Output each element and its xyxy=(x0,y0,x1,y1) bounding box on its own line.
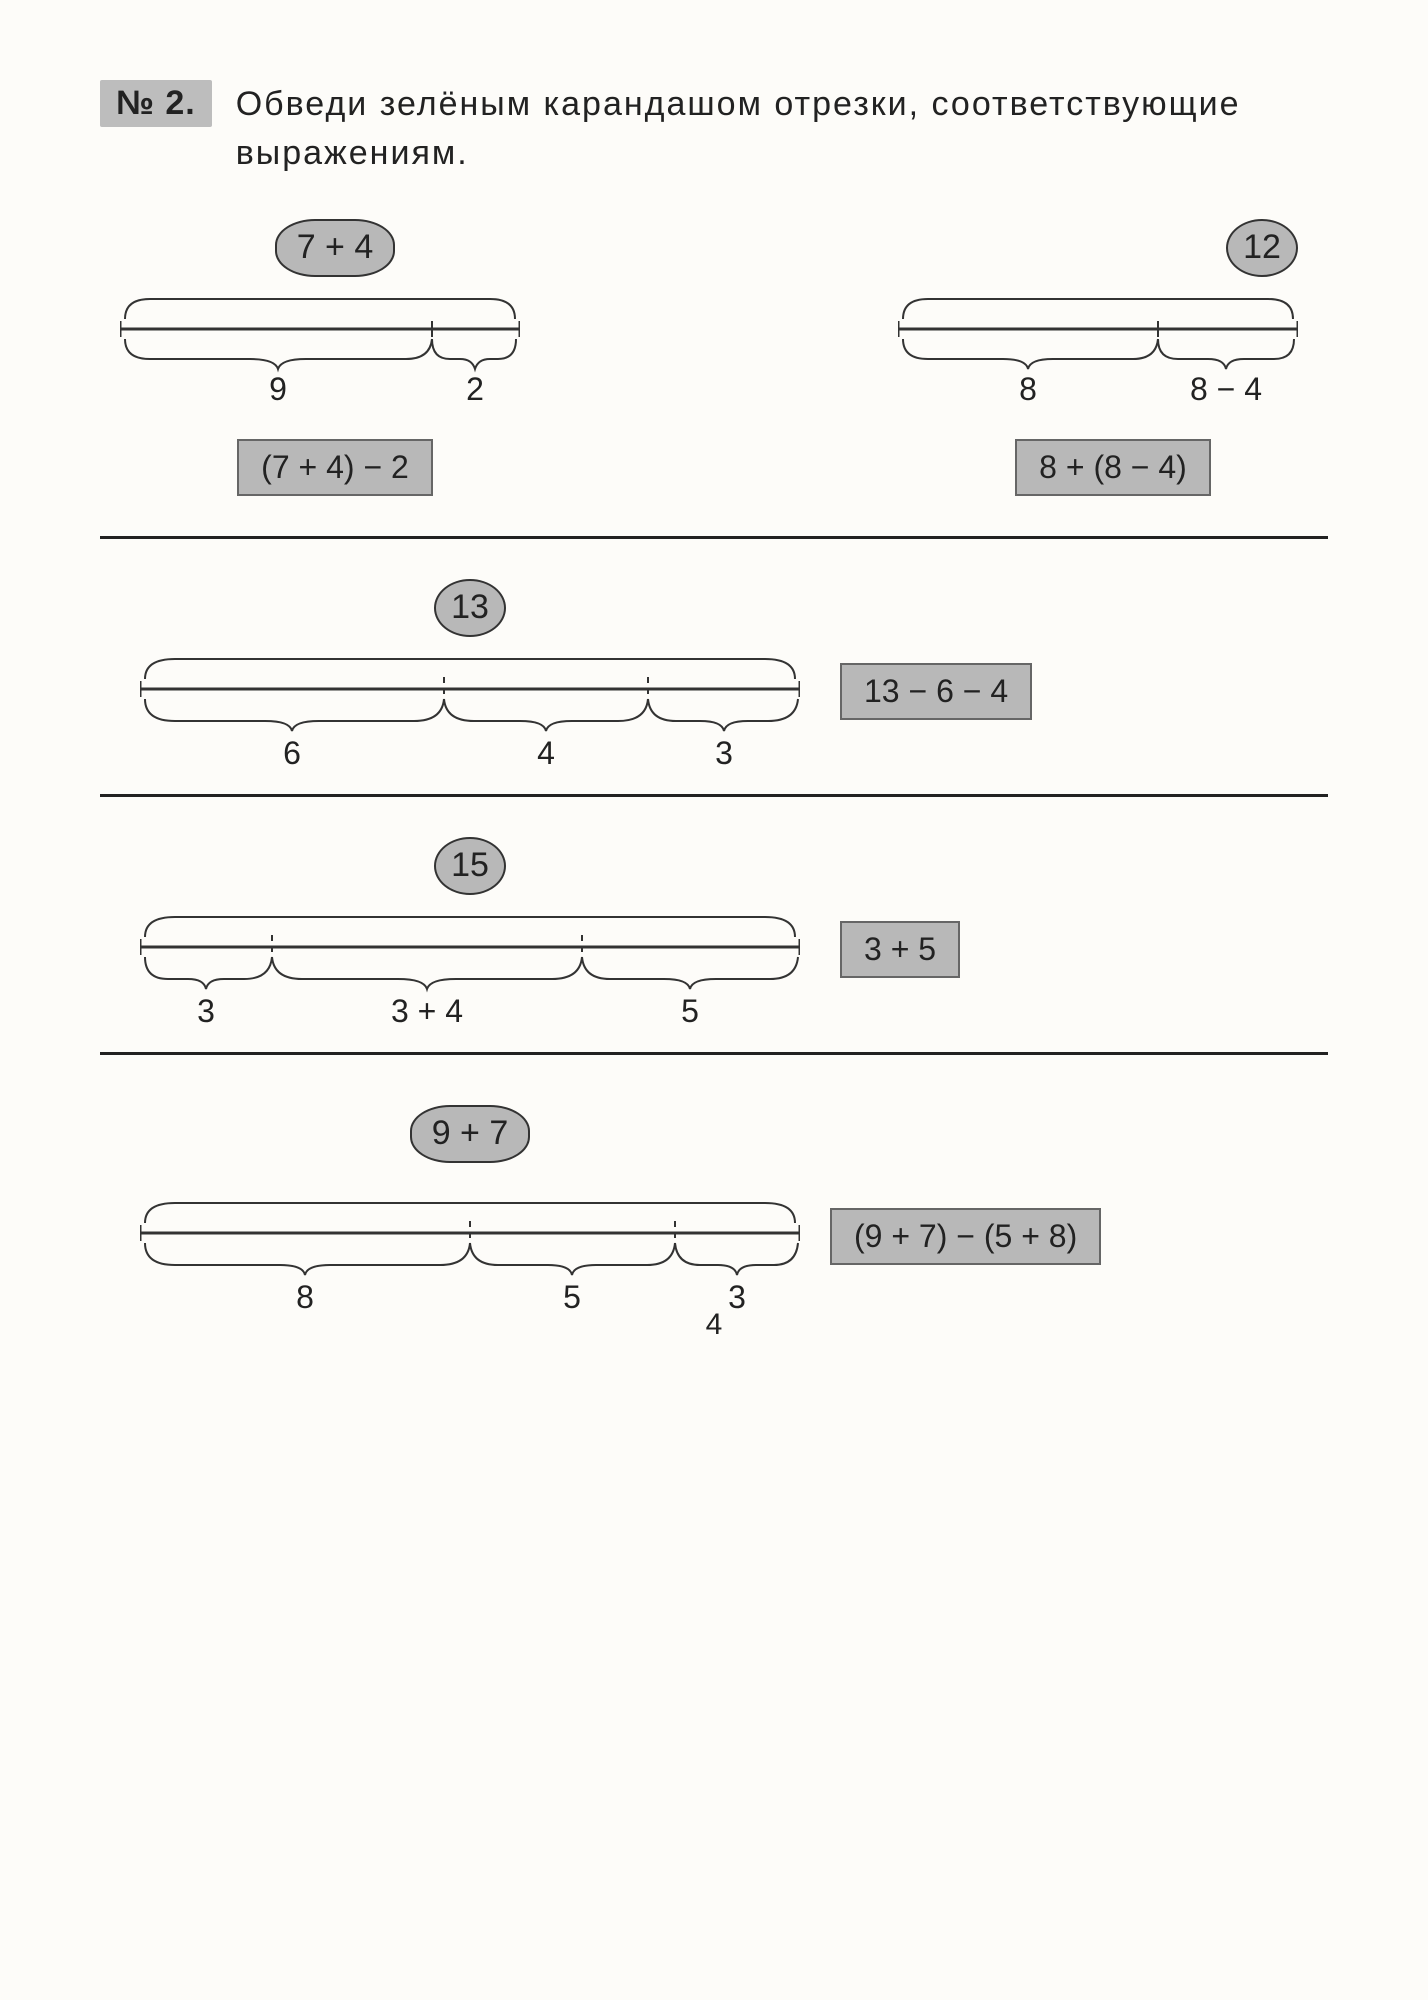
segment-label: 6 xyxy=(283,735,301,772)
top-label-bubble: 13 xyxy=(434,579,506,637)
segment-label: 8 xyxy=(1019,371,1037,408)
page-number: 4 xyxy=(100,1308,1328,1342)
separator xyxy=(100,794,1328,797)
segment-diagram: 8 8 − 4 xyxy=(898,289,1328,379)
expression-box: 13 − 6 − 4 xyxy=(840,663,1032,720)
top-label-bubble: 15 xyxy=(434,837,506,895)
workbook-page: № 2. Обведи зелёным карандашом отрезки, … xyxy=(0,0,1428,2000)
separator xyxy=(100,536,1328,539)
segment-diagram: 6 4 3 xyxy=(140,649,800,744)
expression-box: 8 + (8 − 4) xyxy=(1015,439,1211,496)
segment-label: 4 xyxy=(537,735,555,772)
expression-box: (9 + 7) − (5 + 8) xyxy=(830,1208,1101,1265)
top-label-bubble: 7 + 4 xyxy=(275,219,396,277)
segment-label: 8 − 4 xyxy=(1190,371,1262,408)
segment-label: 3 xyxy=(728,1279,746,1316)
problem-2: 13 6 4 3 13 xyxy=(140,579,1328,744)
segment-diagram: 8 5 3 xyxy=(140,1193,800,1288)
segment-diagram: 9 2 xyxy=(120,289,550,379)
expression-box: (7 + 4) − 2 xyxy=(237,439,433,496)
segment-svg xyxy=(898,289,1298,379)
segment-label: 3 xyxy=(197,993,215,1030)
segment-label: 3 xyxy=(715,735,733,772)
task-header: № 2. Обведи зелёным карандашом отрезки, … xyxy=(100,80,1328,179)
separator xyxy=(100,1052,1328,1055)
segment-label: 2 xyxy=(466,371,484,408)
problem-row-1: 7 + 4 9 2 (7 + 4) − xyxy=(120,219,1328,496)
expression-box: 3 + 5 xyxy=(840,921,960,978)
segment-diagram: 3 3 + 4 5 xyxy=(140,907,800,1002)
segment-label: 5 xyxy=(563,1279,581,1316)
problem-4: 9 + 7 8 5 3 xyxy=(140,1105,1328,1288)
top-label-bubble: 9 + 7 xyxy=(410,1105,531,1163)
segment-svg xyxy=(120,289,520,379)
segment-svg xyxy=(140,907,800,1002)
segment-label: 8 xyxy=(296,1279,314,1316)
segment-svg xyxy=(140,1193,800,1288)
problem-3: 15 3 3 + 4 5 xyxy=(140,837,1328,1002)
problem-1-right: 12 8 8 − 4 8 + (8 − 4) xyxy=(898,219,1328,496)
segment-label: 3 + 4 xyxy=(391,993,463,1030)
problem-1-left: 7 + 4 9 2 (7 + 4) − xyxy=(120,219,550,496)
task-instruction: Обведи зелёным карандашом отрезки, соотв… xyxy=(236,80,1328,179)
segment-label: 9 xyxy=(269,371,287,408)
segment-label: 5 xyxy=(681,993,699,1030)
task-number-badge: № 2. xyxy=(100,80,212,127)
segment-svg xyxy=(140,649,800,744)
top-label-bubble: 12 xyxy=(1226,219,1298,277)
